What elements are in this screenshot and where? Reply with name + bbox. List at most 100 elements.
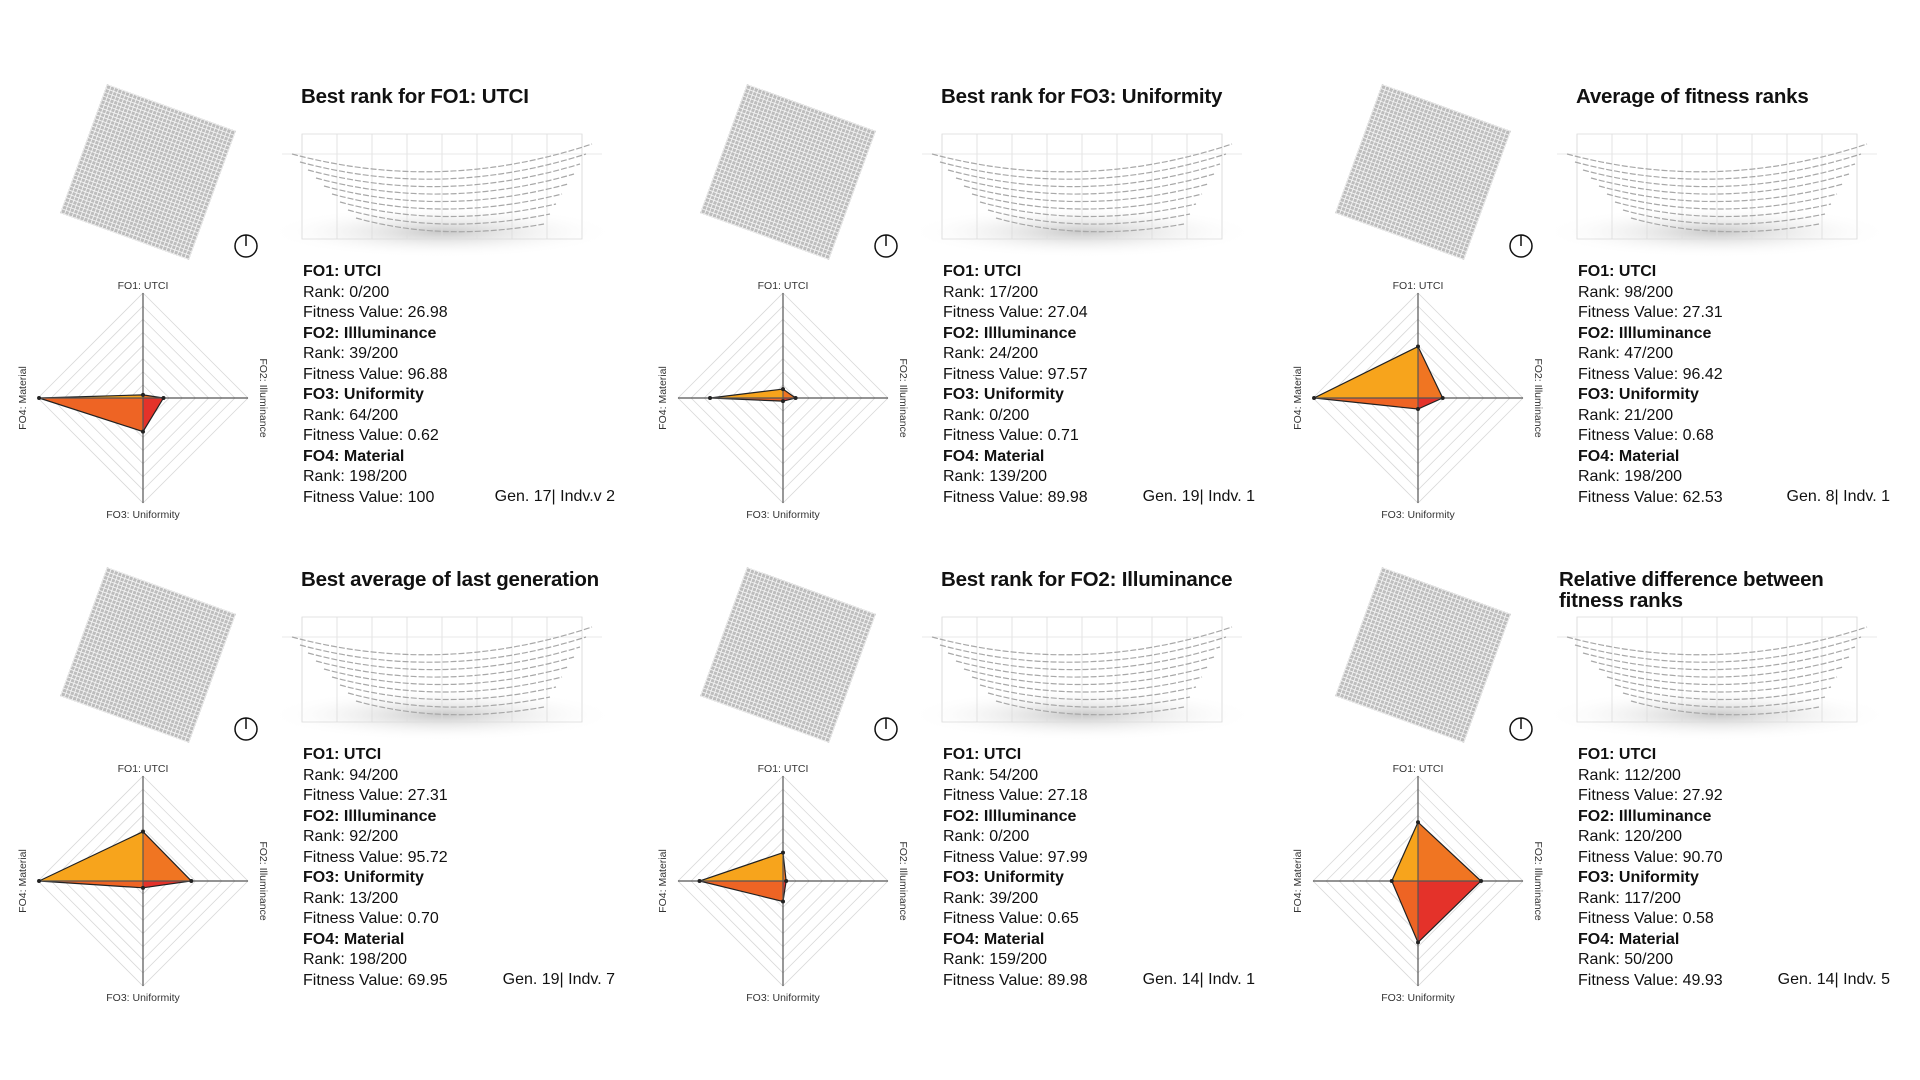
objective-rank: Rank: 50/200 [1578,951,1674,968]
objective-rank: Rank: 21/200 [1578,406,1674,424]
objective-item: FO2: Illluminance Rank: 0/200 Fitness Valu… [943,807,1088,869]
objective-fitness: Fitness Value: 27.31 [303,787,448,804]
generation-individual-label: Gen. 19| Indv. 7 [502,971,615,988]
radar-point [189,879,194,883]
radar-point [161,396,166,400]
radar-axis-label: FO1: UTCI [1393,280,1444,292]
radar-axis-label: FO4: Material [17,366,29,430]
radar-axis-label: FO4: Material [17,849,29,913]
objective-fitness: Fitness Value: 27.18 [943,787,1088,804]
radar-axis-label: FO2: Illuminance [897,358,909,438]
generation-individual-label: Gen. 17| Indv.v 2 [494,488,615,505]
structure-3d-render [907,616,1257,741]
radar-axis-label: FO1: UTCI [758,280,809,292]
radar-axis-label: FO4: Material [1292,366,1304,430]
objective-item: FO3: Uniformity Rank: 13/200 Fitness Value… [303,868,448,930]
structure-3d-render [267,616,617,741]
panel-title: Best rank for FO2: Illuminance [941,568,1233,591]
objective-rank: Rank: 39/200 [303,345,399,362]
objective-name: FO4: Material [303,447,405,465]
objective-list: FO1: UTCI Rank: 17/200 Fitness Value: 27.0… [943,262,1088,508]
structure-3d-render [1542,616,1892,741]
radar-point [1312,396,1317,400]
objective-name: FO4: Material [943,930,1045,948]
objective-item: FO1: UTCI Rank: 0/200 Fitness Value: 26.98 [303,262,448,324]
objective-fitness: Fitness Value: 97.99 [943,848,1088,866]
north-arrow-icon [1509,717,1533,741]
radar-chart: FO1: UTCI FO2: Illuminance FO3: Uniformity… [657,280,909,520]
radar-area-fo1-fo2 [1418,346,1443,398]
objective-item: FO3: Uniformity Rank: 21/200 Fitness Value… [1578,385,1723,447]
panel-title: Average of fitness ranks [1576,85,1809,108]
radar-axis-label: FO3: Uniformity [746,509,820,520]
objective-rank: Rank: 0/200 [943,406,1030,424]
radar-point [141,885,145,890]
objective-rank: Rank: 47/200 [1578,345,1674,362]
objective-name: FO4: Material [1578,930,1680,948]
objective-item: FO2: Illluminance Rank: 92/200 Fitness Val… [303,807,448,869]
result-panel: Best rank for FO3: Uniformity FO1: UTCI FO… [640,80,1280,560]
objective-rank: Rank: 139/200 [943,468,1048,485]
objective-rank: Rank: 17/200 [943,283,1039,301]
radar-chart: FO1: UTCI FO2: Illuminance FO3: Uniformity… [17,280,269,520]
objective-item: FO3: Uniformity Rank: 64/200 Fitness Value… [303,385,448,447]
radar-point [1416,940,1420,945]
panel-title: Best rank for FO1: UTCI [301,85,529,108]
radar-axis-label: FO3: Uniformity [106,509,180,520]
objective-rank: Rank: 112/200 [1578,766,1681,784]
objective-item: FO2: Illluminance Rank: 47/200 Fitness Val… [1578,324,1723,386]
radar-axis-label: FO3: Uniformity [1381,509,1455,520]
objective-fitness: Fitness Value: 96.88 [303,365,448,383]
radar-area-fo1-fo2 [783,852,787,881]
objective-fitness: Fitness Value: 0.65 [943,910,1079,927]
objective-fitness: Fitness Value: 49.93 [1578,971,1723,989]
radar-axis-label: FO4: Material [657,849,669,913]
objective-fitness: Fitness Value: 27.04 [943,304,1088,321]
objective-name: FO2: Illluminance [1578,324,1712,342]
objective-rank: Rank: 94/200 [303,766,399,784]
objective-item: FO1: UTCI Rank: 54/200 Fitness Value: 27.1… [943,745,1088,807]
objective-name: FO2: Illluminance [943,324,1077,342]
objective-name: FO3: Uniformity [943,869,1064,886]
generation-individual-label: Gen. 19| Indv. 1 [1142,488,1255,505]
objective-item: FO4: Material Rank: 198/200 Fitness Value:… [1578,447,1723,509]
objective-item: FO4: Material Rank: 198/200 Fitness Value:… [303,930,448,992]
radar-point [781,899,785,904]
radar-chart: FO1: UTCI FO2: Illuminance FO3: Uniformity… [17,763,269,1003]
objective-fitness: Fitness Value: 69.95 [303,971,448,989]
radar-axis-label: FO1: UTCI [118,280,169,292]
radar-chart: FO1: UTCI FO2: Illuminance FO3: Uniformity… [657,763,909,1003]
plan-view-grid [700,567,876,743]
objective-item: FO1: UTCI Rank: 98/200 Fitness Value: 27.3… [1578,262,1723,324]
radar-axis-label: FO2: Illuminance [1532,841,1544,921]
objective-fitness: Fitness Value: 96.42 [1578,365,1723,383]
objective-rank: Rank: 120/200 [1578,828,1683,845]
structure-3d-render [267,133,617,258]
radar-point [141,392,145,397]
plan-view-grid [60,567,236,743]
objective-fitness: Fitness Value: 97.57 [943,365,1088,383]
objective-name: FO4: Material [303,930,405,948]
objective-fitness: Fitness Value: 95.72 [303,848,448,866]
radar-point [793,396,798,400]
objective-fitness: Fitness Value: 0.71 [943,427,1079,444]
panel-title: Best rank for FO3: Uniformity [941,85,1223,108]
radar-point [781,850,785,855]
objective-name: FO4: Material [1578,447,1680,465]
objective-rank: Rank: 13/200 [303,889,399,907]
plan-view-grid [1335,84,1511,260]
objective-item: FO2: Illluminance Rank: 120/200 Fitness Va… [1578,807,1723,869]
radar-point [1479,879,1483,883]
objective-fitness: Fitness Value: 89.98 [943,971,1088,989]
objective-name: FO3: Uniformity [1578,386,1699,403]
radar-axis-label: FO2: Illuminance [1532,358,1544,438]
radar-point [781,387,785,392]
objective-item: FO4: Material Rank: 50/200 Fitness Value: … [1578,930,1723,992]
objective-fitness: Fitness Value: 26.98 [303,304,448,321]
radar-axis-label: FO3: Uniformity [1381,992,1455,1003]
objective-name: FO2: Illluminance [1578,807,1712,825]
objective-name: FO2: Illluminance [303,324,437,342]
radar-axis-label: FO1: UTCI [758,763,809,775]
radar-point [781,399,785,404]
radar-axis-label: FO2: Illuminance [257,358,269,438]
